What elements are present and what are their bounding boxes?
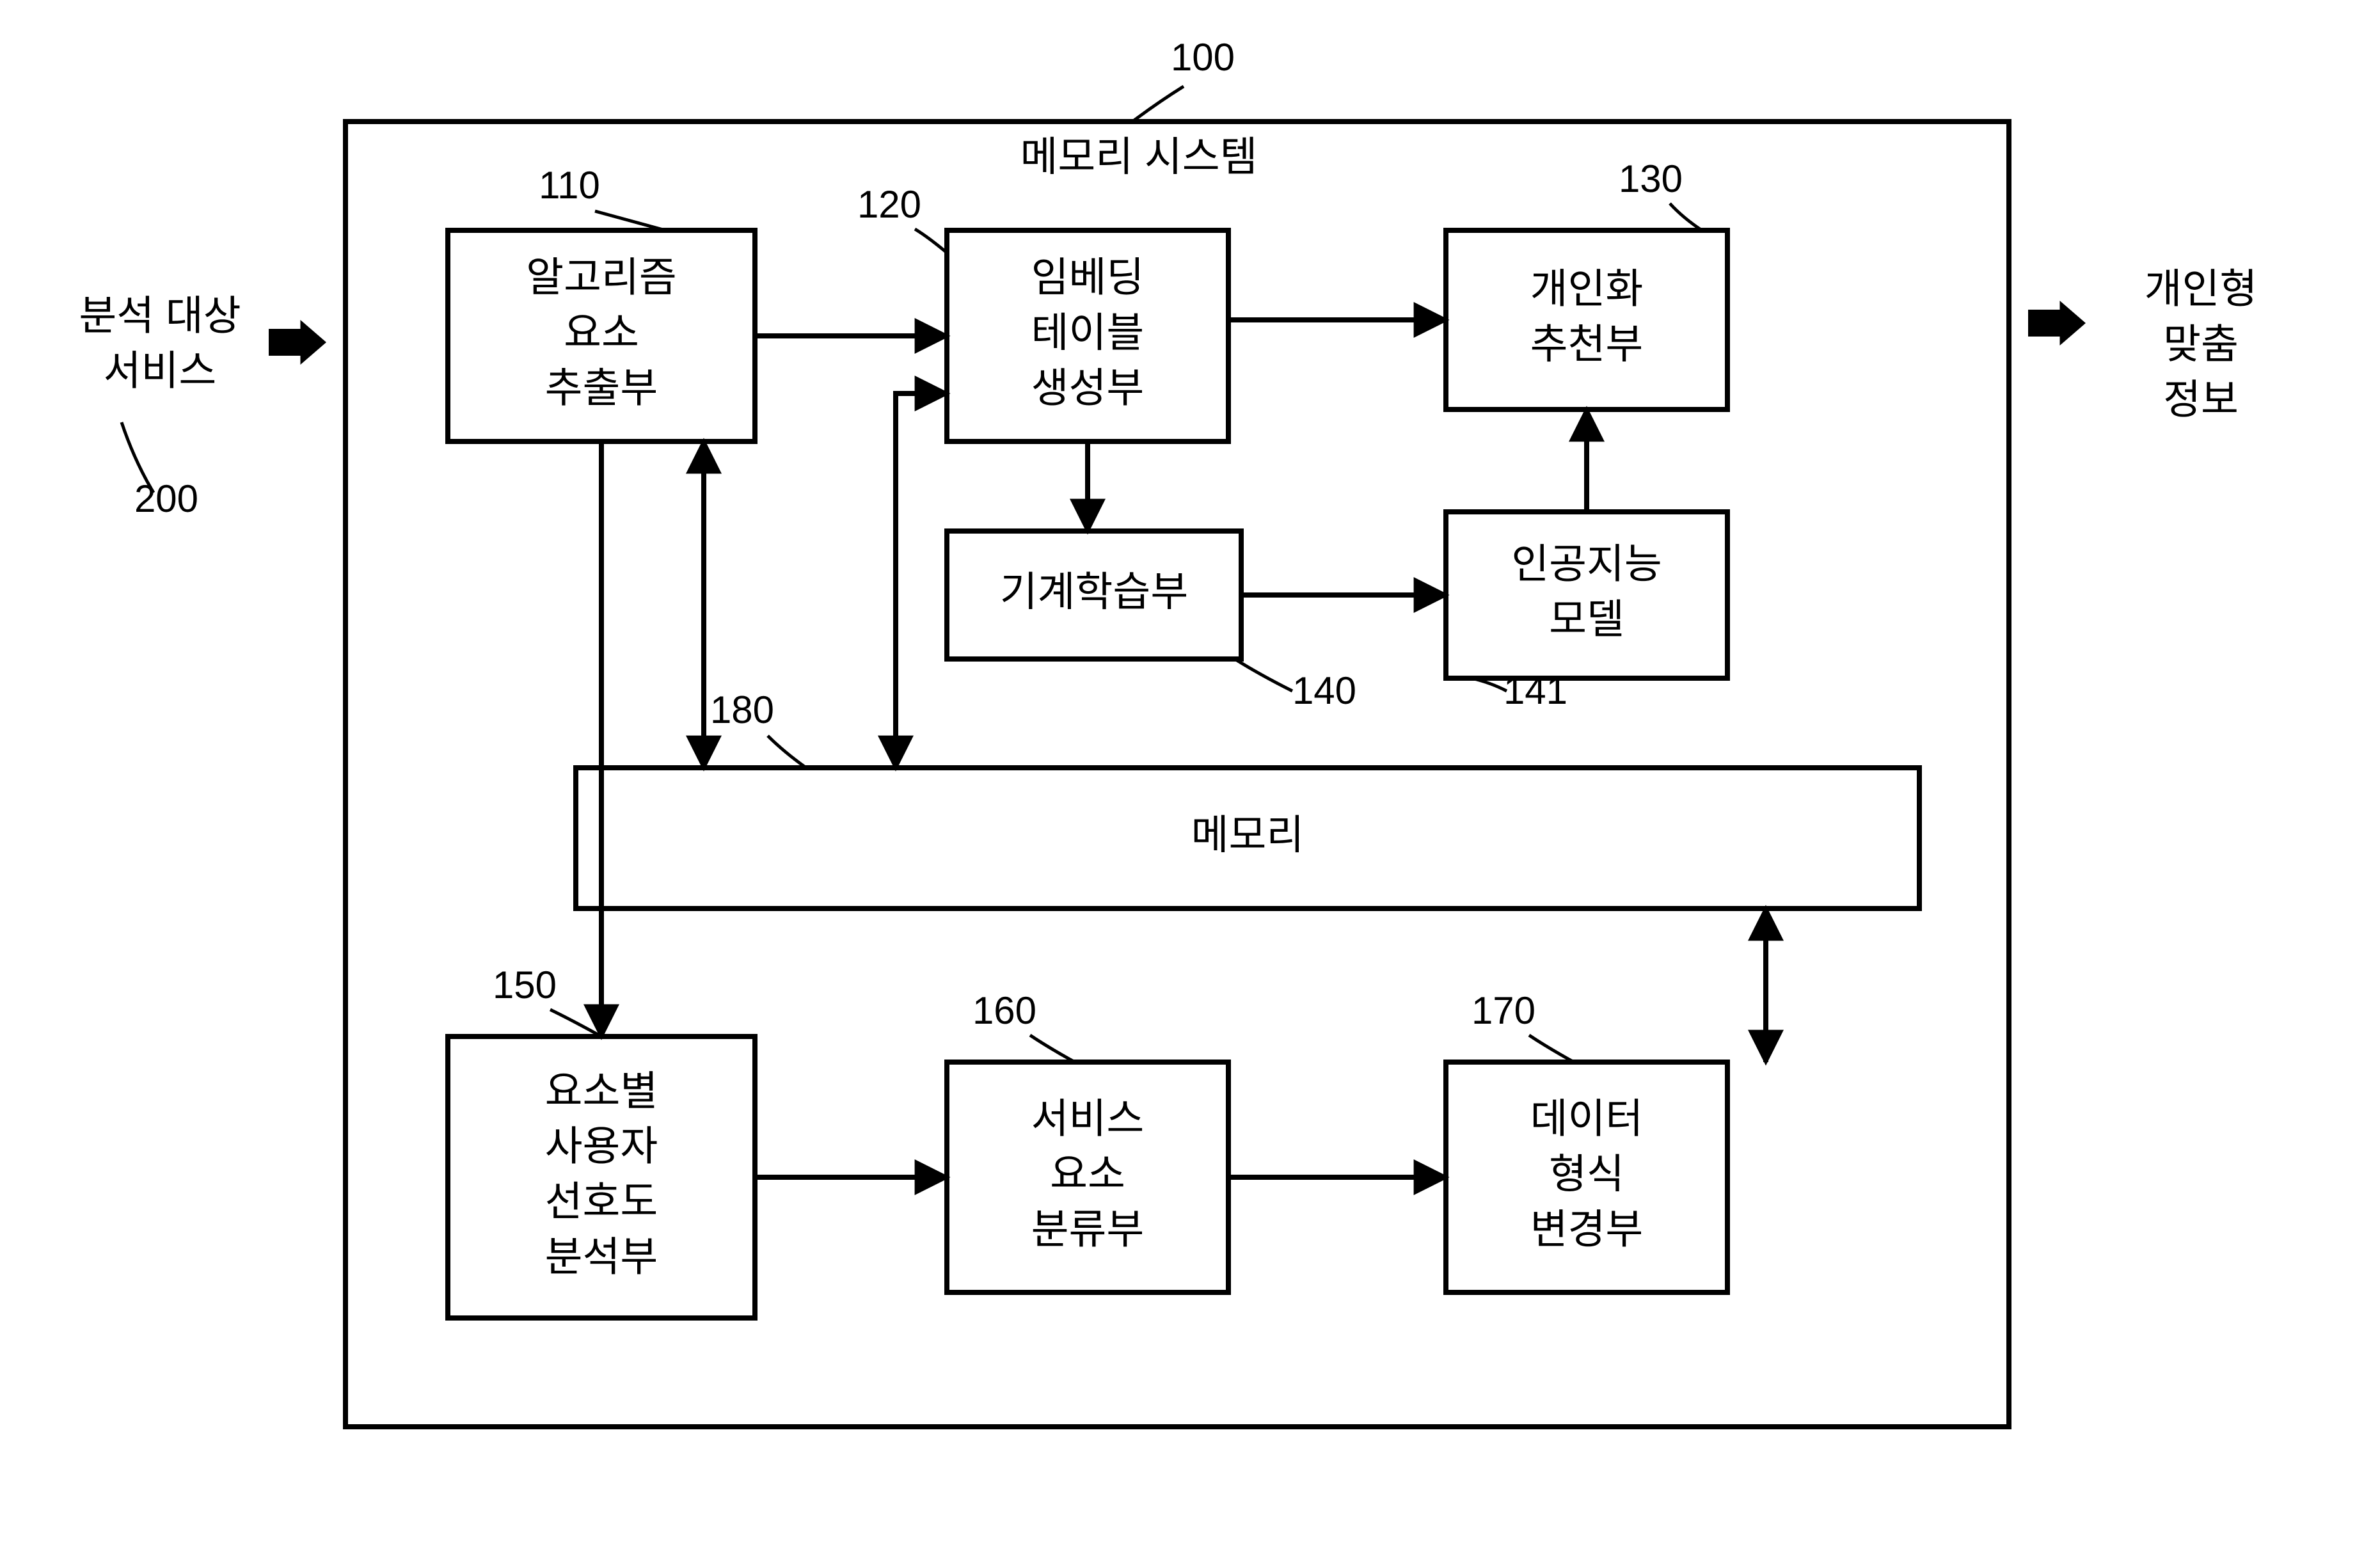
svg-text:개인화: 개인화 bbox=[1530, 266, 1644, 312]
svg-text:테이블: 테이블 bbox=[1031, 310, 1145, 356]
svg-text:추출부: 추출부 bbox=[545, 365, 658, 411]
svg-text:요소: 요소 bbox=[1050, 1151, 1125, 1197]
ref-160: 160 bbox=[972, 989, 1036, 1032]
ref-150: 150 bbox=[493, 964, 557, 1006]
svg-text:모델: 모델 bbox=[1549, 596, 1624, 642]
svg-text:요소: 요소 bbox=[564, 310, 639, 356]
svg-text:요소별: 요소별 bbox=[545, 1068, 658, 1114]
ref-100: 100 bbox=[1171, 36, 1235, 79]
svg-text:형식: 형식 bbox=[1549, 1151, 1624, 1197]
node-n130 bbox=[1446, 230, 1727, 409]
container-title: 메모리 시스템 bbox=[1020, 134, 1257, 180]
ref-141: 141 bbox=[1503, 669, 1567, 712]
svg-text:기계학습부: 기계학습부 bbox=[1000, 569, 1188, 615]
ref-110: 110 bbox=[539, 164, 600, 207]
svg-text:사용자: 사용자 bbox=[545, 1123, 658, 1170]
ref-140: 140 bbox=[1292, 669, 1356, 712]
node-label-n140: 기계학습부 bbox=[1000, 569, 1188, 615]
node-n141 bbox=[1446, 512, 1727, 678]
svg-text:데이터: 데이터 bbox=[1530, 1096, 1644, 1142]
ref-leader bbox=[1132, 86, 1184, 122]
output-arrow-icon bbox=[2028, 301, 2086, 345]
ref-200: 200 bbox=[134, 477, 198, 520]
ref-180: 180 bbox=[710, 688, 774, 731]
external-output-label: 개인형맞춤정보 bbox=[2145, 266, 2258, 423]
external-input-label: 분석 대상서비스 bbox=[79, 292, 241, 393]
svg-text:개인형: 개인형 bbox=[2145, 266, 2258, 312]
svg-text:분석부: 분석부 bbox=[545, 1234, 658, 1280]
input-arrow-icon bbox=[269, 320, 326, 365]
ref-170: 170 bbox=[1472, 989, 1535, 1032]
svg-text:분류부: 분류부 bbox=[1031, 1206, 1145, 1252]
block-diagram: 메모리 시스템100알고리즘요소추출부110임베딩테이블생성부120개인화추천부… bbox=[0, 0, 2380, 1556]
svg-text:서비스: 서비스 bbox=[1031, 1096, 1145, 1142]
svg-text:생성부: 생성부 bbox=[1031, 365, 1145, 411]
svg-text:임베딩: 임베딩 bbox=[1031, 255, 1145, 301]
ref-120: 120 bbox=[857, 183, 921, 226]
svg-text:추천부: 추천부 bbox=[1530, 321, 1644, 367]
ref-130: 130 bbox=[1619, 157, 1683, 200]
node-label-n120: 임베딩테이블생성부 bbox=[1031, 255, 1145, 411]
svg-text:분석 대상: 분석 대상 bbox=[79, 292, 241, 338]
svg-text:인공지능: 인공지능 bbox=[1511, 541, 1662, 587]
svg-text:맞춤: 맞춤 bbox=[2163, 321, 2239, 367]
node-label-n180: 메모리 bbox=[1191, 812, 1305, 858]
svg-text:정보: 정보 bbox=[2163, 377, 2239, 423]
svg-text:메모리: 메모리 bbox=[1191, 812, 1305, 858]
svg-text:변경부: 변경부 bbox=[1530, 1206, 1644, 1252]
svg-text:선호도: 선호도 bbox=[545, 1179, 658, 1225]
svg-text:알고리즘: 알고리즘 bbox=[526, 255, 677, 301]
svg-text:서비스: 서비스 bbox=[104, 348, 217, 394]
